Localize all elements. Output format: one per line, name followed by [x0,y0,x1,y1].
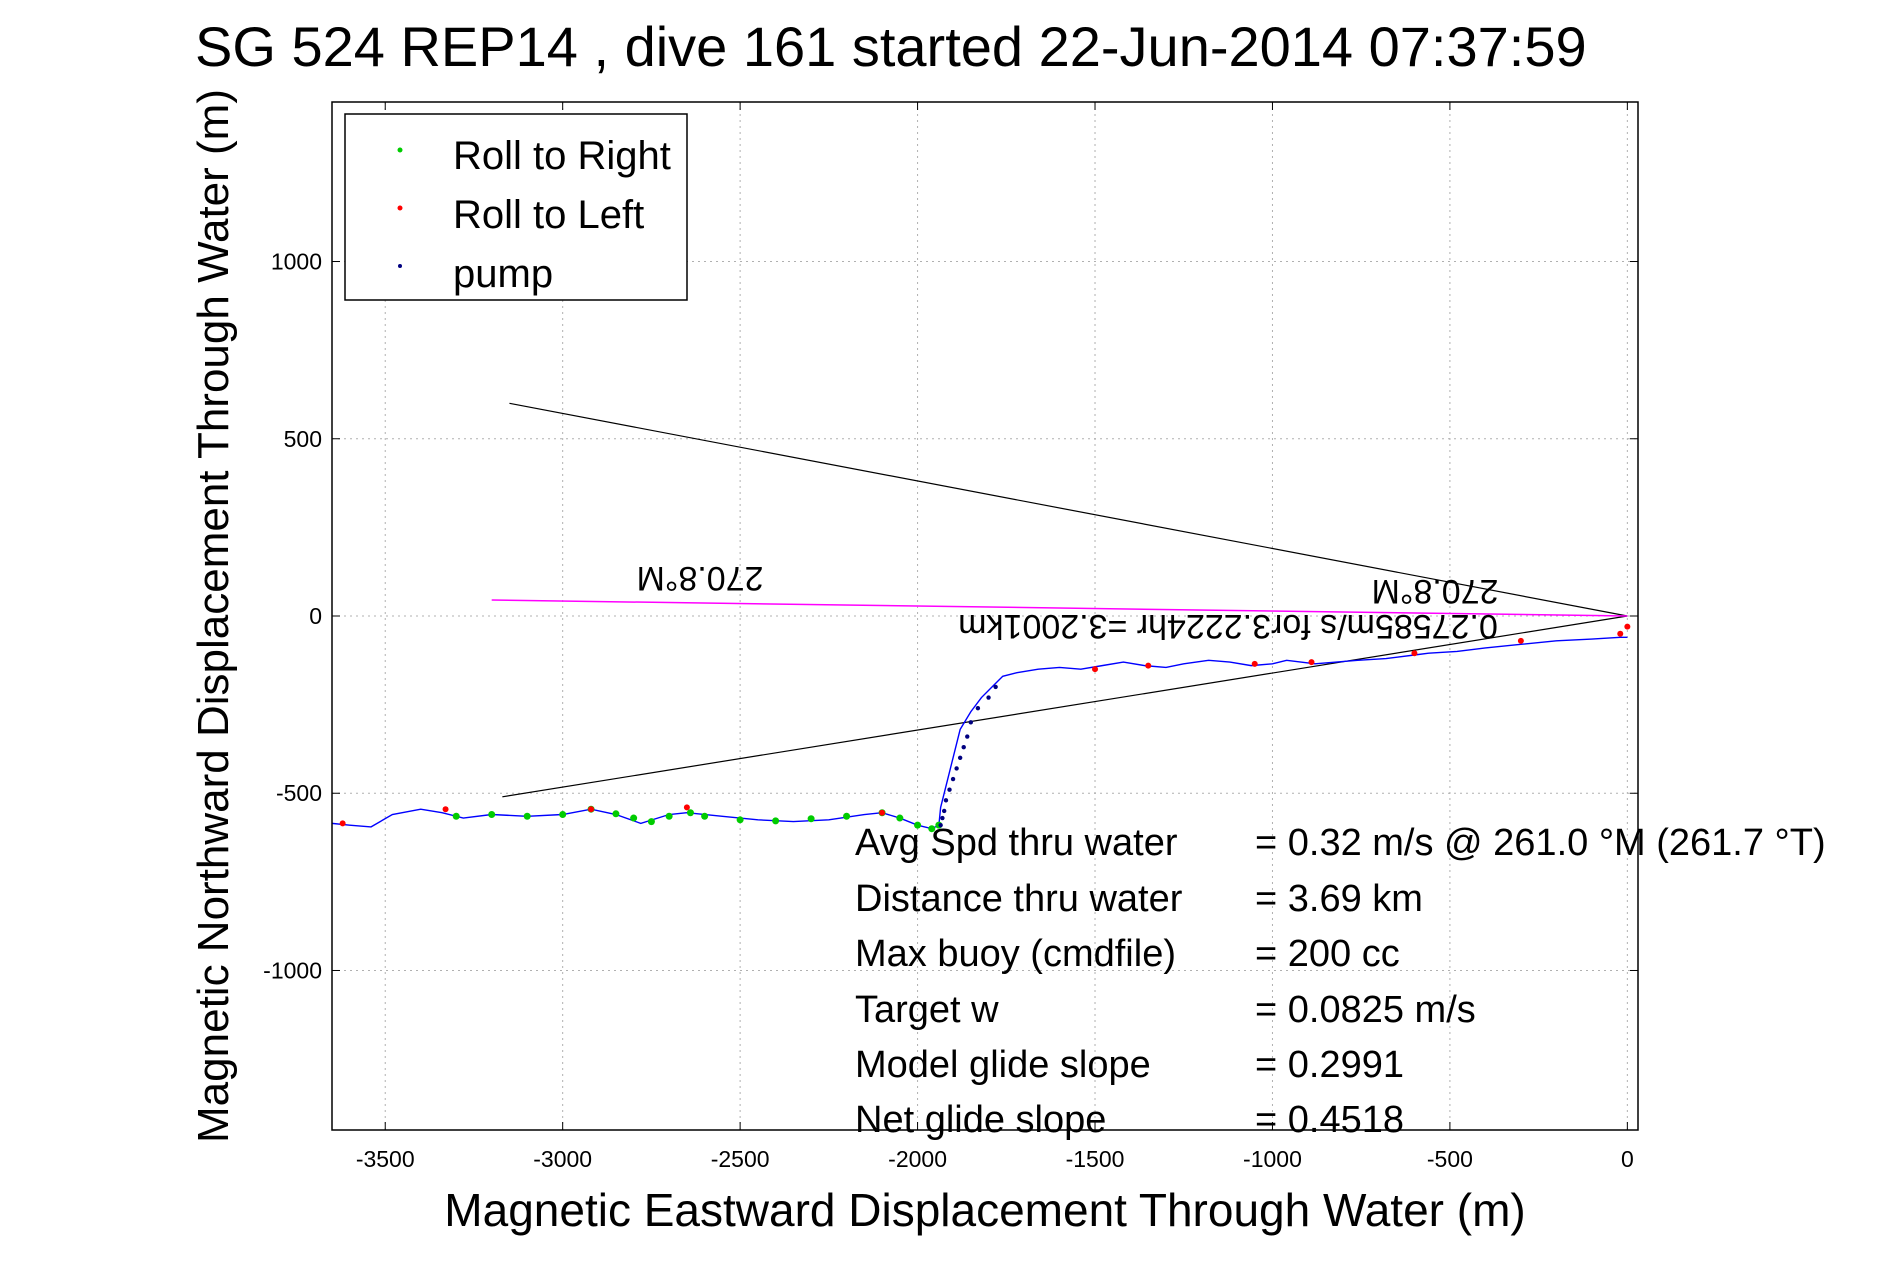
pump-point [954,766,959,771]
x-tick-label: -3500 [356,1146,415,1172]
data-layer [331,402,1631,833]
y-tick-label: -500 [276,780,322,806]
y-axis-label: Magnetic Northward Displacement Through … [189,89,238,1143]
roll-right-point [452,812,460,820]
legend-marker-roll-right [397,147,403,153]
roll-right-point [559,811,567,819]
roll-right-point [630,814,638,822]
stat-label-model-glide: Model glide slope [855,1044,1151,1086]
reference-line-2 [502,615,1628,798]
reference-line-1 [509,402,1628,617]
stat-label-net-glide: Net glide slope [855,1099,1106,1141]
pump-point [940,815,945,821]
pump-point [961,744,966,750]
y-tick-label: -1000 [263,957,322,983]
reference-line-3 [491,599,1628,617]
chart-title: SG 524 REP14 , dive 161 started 22-Jun-2… [195,15,1587,78]
roll-left-point [879,809,886,816]
roll-left-point [442,806,449,813]
roll-left-point [1092,666,1099,673]
roll-left-point [1517,637,1524,644]
y-tick-label: 0 [309,603,322,629]
roll-left-point [588,806,595,813]
roll-right-point [523,812,531,820]
roll-left-point [1251,660,1258,667]
pump-point [957,755,963,760]
stat-value-model-glide: = 0.2991 [1255,1044,1404,1086]
legend: Roll to Right Roll to Left pump [344,113,688,301]
stat-value-distance: = 3.69 km [1255,878,1423,920]
stat-value-max-buoy: = 200 cc [1255,933,1400,975]
roll-left-point [1624,623,1631,630]
roll-left-point [1617,630,1624,637]
dive-statistics: Avg Spd thru water = 0.32 m/s @ 261.0 °M… [855,822,1826,1141]
x-tick-label: -500 [1427,1146,1473,1172]
pump-point [986,695,991,700]
x-tick-label: -2500 [711,1146,770,1172]
pump-point [965,734,970,739]
roll-right-point [896,814,904,822]
stat-label-target-w: Target w [855,989,999,1031]
stat-value-net-glide: = 0.4518 [1255,1099,1404,1141]
roll-right-point [736,816,744,824]
heading-label-right: 270.8°M [1371,572,1498,610]
stat-label-max-buoy: Max buoy (cmdfile) [855,933,1176,975]
pump-point [975,705,981,711]
legend-marker-pump [398,264,402,268]
roll-left-point [1145,662,1152,669]
pump-point [938,822,943,828]
stat-label-distance: Distance thru water [855,878,1183,920]
roll-right-point [807,815,815,823]
roll-left-point [339,820,346,827]
x-axis-label: Magnetic Eastward Displacement Through W… [444,1184,1525,1236]
legend-label-roll-left: Roll to Left [453,193,644,237]
roll-right-point [928,825,936,833]
roll-left-point [1308,659,1315,666]
roll-right-point [488,811,496,819]
speed-distance-label: 0.27585m/s for3.2224hr =3.2001km [958,607,1498,645]
roll-right-point [772,817,780,825]
ticks: -3500 -3000 -2500 -2000 -1500 -1000 -500 0 -1000… [263,102,1638,1172]
stat-label-avg-speed: Avg Spd thru water [855,822,1178,864]
x-tick-label: -1000 [1243,1146,1302,1172]
roll-left-point [683,804,690,811]
pump-point [947,787,952,792]
roll-right-point [665,812,673,820]
pump-point [941,808,947,814]
roll-right-point [843,812,851,820]
roll-right-point [686,809,694,817]
legend-marker-roll-left [397,205,403,211]
x-tick-label: 0 [1621,1146,1634,1172]
pump-point [943,798,949,803]
heading-label-left: 270.8°M [636,559,763,597]
roll-right-point [647,818,655,826]
y-tick-label: 1000 [271,249,322,275]
legend-label-pump: pump [453,252,553,296]
x-tick-label: -3000 [533,1146,592,1172]
stat-value-target-w: = 0.0825 m/s [1255,989,1476,1031]
x-tick-label: -1500 [1066,1146,1125,1172]
pump-point [950,776,956,782]
roll-right-point [612,810,620,818]
roll-right-point [914,821,922,829]
x-tick-label: -2000 [888,1146,947,1172]
pump-point [993,684,998,690]
pump-point [968,720,974,725]
roll-right-point [701,812,709,820]
roll-left-point [1411,650,1418,657]
y-tick-label: 500 [284,426,322,452]
legend-label-roll-right: Roll to Right [453,134,671,178]
stat-value-avg-speed: = 0.32 m/s @ 261.0 °M (261.7 °T) [1255,822,1826,864]
